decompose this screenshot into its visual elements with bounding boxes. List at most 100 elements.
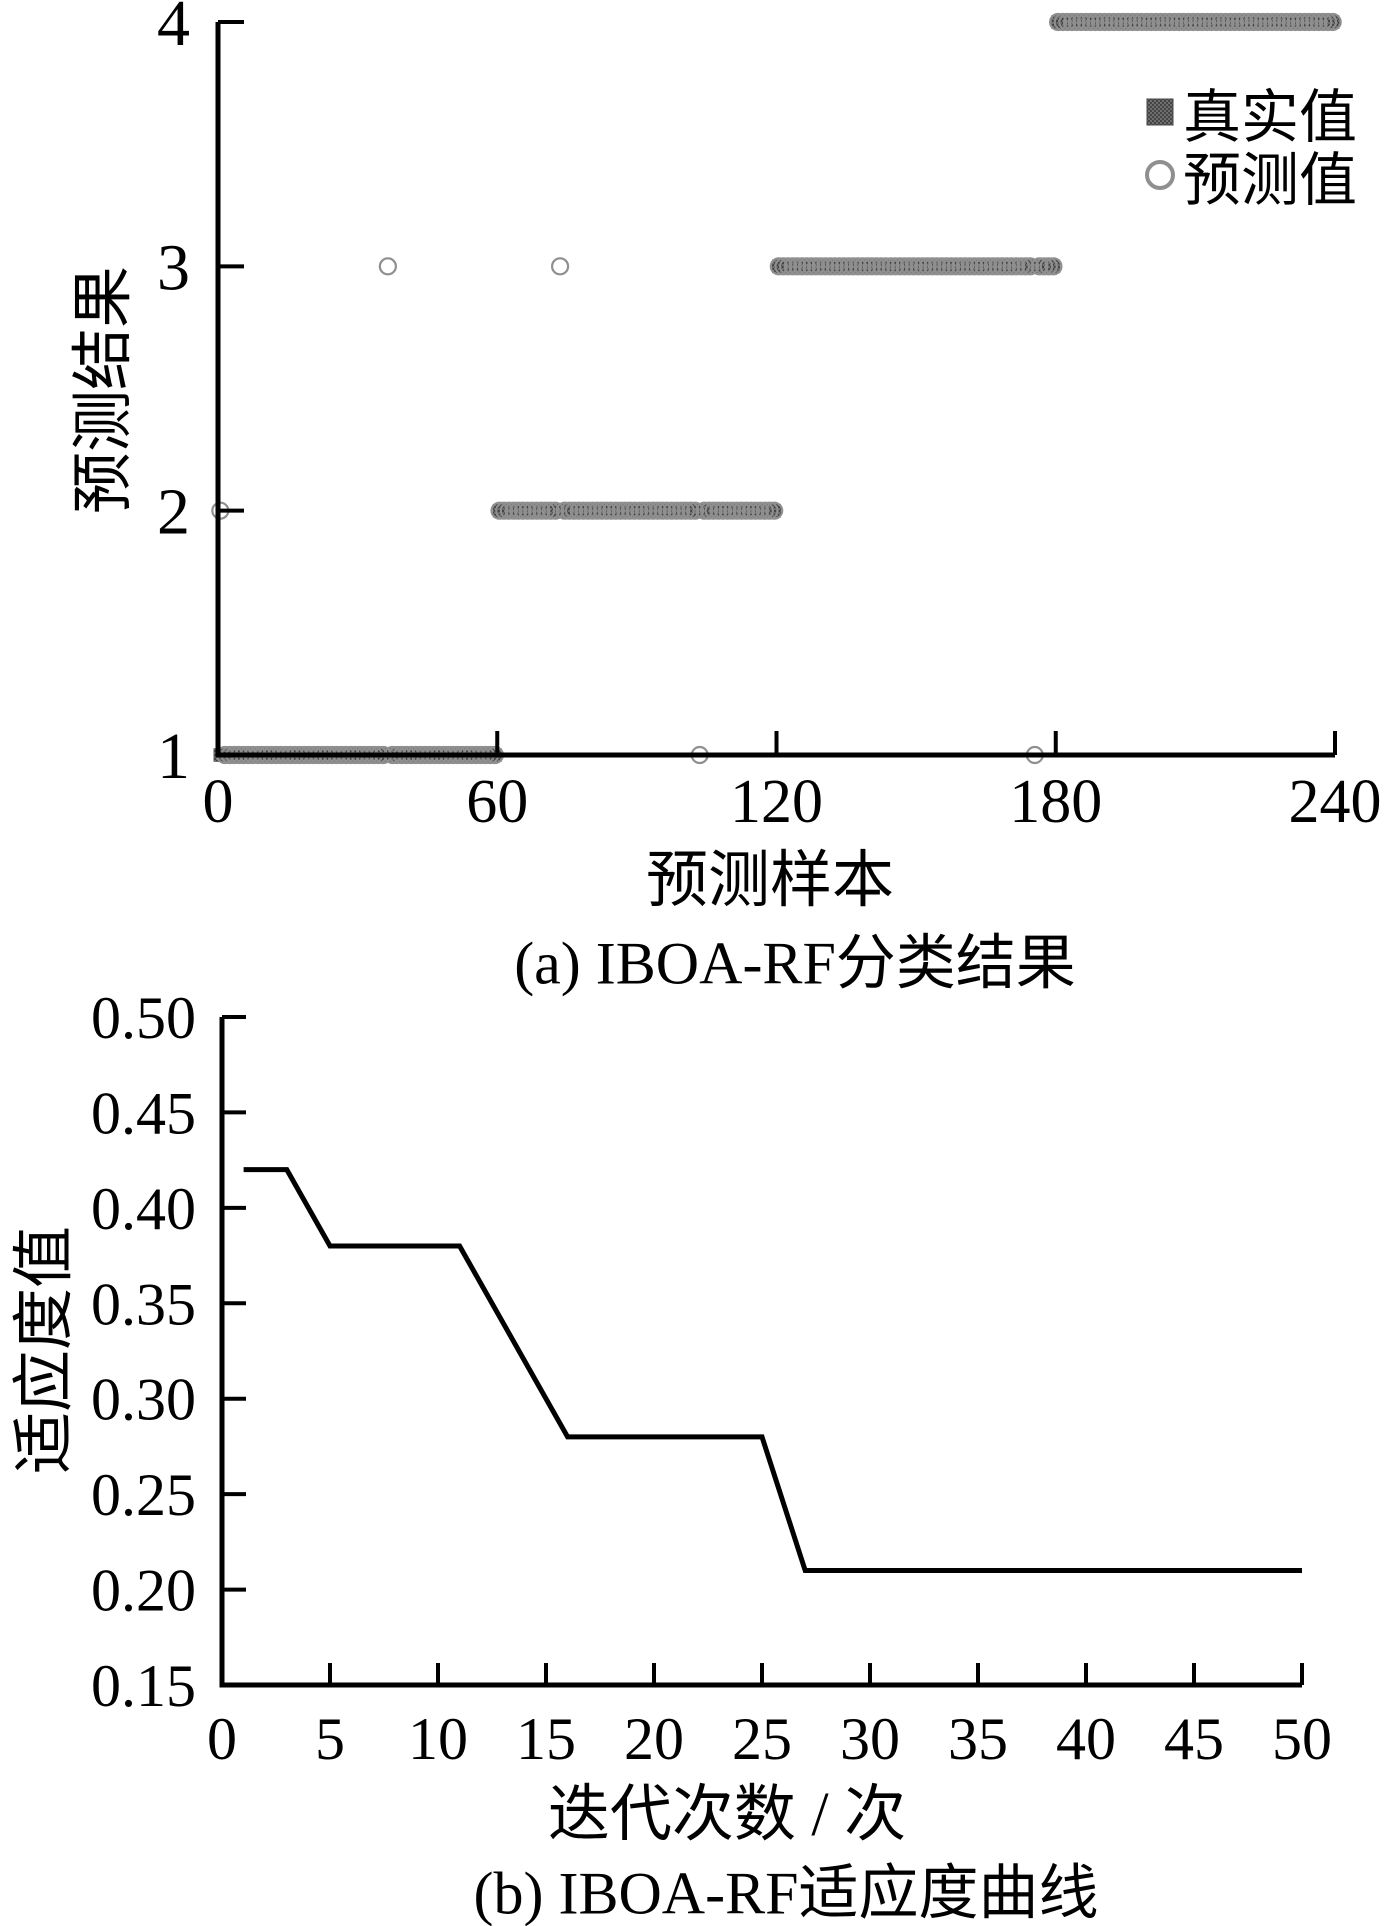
predicted-value-marker [583, 501, 602, 520]
predicted-value-marker [1286, 12, 1305, 32]
predicted-value-marker [825, 257, 844, 276]
predicted-value-marker [597, 501, 616, 520]
predicted-value-marker [946, 257, 965, 276]
predicted-value-marker [983, 257, 1003, 276]
predicted-value-marker [588, 501, 607, 520]
predicted-value-marker [1095, 12, 1114, 32]
predicted-value-marker [616, 501, 635, 520]
predicted-value-marker [876, 257, 895, 276]
chart-a-axes [215, 22, 1335, 758]
predicted-value-marker [644, 501, 663, 520]
true-value-marker [1046, 259, 1061, 274]
predicted-value-marker [1072, 12, 1091, 32]
predicted-value-marker [630, 501, 649, 520]
predicted-value-marker [965, 257, 984, 276]
predicted-value-marker [844, 257, 863, 276]
predicted-value-marker [578, 501, 598, 520]
predicted-value-marker [1062, 12, 1082, 32]
predicted-value-marker [1197, 12, 1217, 32]
chart-b-y-tick-label: 0.30 [91, 1367, 196, 1433]
predicted-value-marker [541, 501, 560, 520]
predicted-value-marker [1035, 257, 1054, 276]
chart-b-x-tick-label: 20 [624, 1706, 684, 1772]
predicted-value-marker [1011, 257, 1030, 276]
predicted-value-marker [1142, 12, 1161, 32]
predicted-value-marker [504, 501, 523, 520]
predicted-value-marker [774, 257, 793, 276]
predicted-value-marker [1323, 12, 1342, 32]
predicted-value-marker [611, 501, 630, 520]
predicted-value-marker [1295, 12, 1314, 32]
chart-a-x-tick-label: 0 [203, 768, 234, 836]
chart-a-y-tick-label: 1 [157, 720, 190, 793]
predicted-value-marker [1183, 12, 1203, 32]
chart-b-caption: (b) IBOA-RF适应度曲线 [473, 1860, 1099, 1926]
predicted-value-marker [872, 257, 891, 276]
predicted-value-marker [1021, 257, 1040, 276]
predicted-value-marker [904, 257, 923, 276]
predicted-value-marker [1272, 12, 1291, 32]
fitness-curve-line [243, 1167, 1302, 1573]
predicted-value-marker [1123, 12, 1142, 32]
predicted-value-marker [951, 257, 970, 276]
predicted-value-marker [937, 257, 956, 276]
true-value-marker [1325, 15, 1340, 29]
predicted-value-marker [574, 501, 593, 520]
legend-filled-square-icon [1146, 98, 1174, 126]
predicted-value-marker [816, 257, 835, 276]
chart-a-x-tick-label: 60 [466, 768, 528, 836]
predicted-value-marker [1109, 12, 1128, 32]
predicted-value-marker [713, 501, 733, 520]
predicted-value-marker [955, 257, 975, 276]
predicted-value-marker [550, 257, 570, 276]
predicted-value-marker [1118, 12, 1137, 32]
predicted-value-marker [1230, 12, 1249, 32]
chart-a-y-tick-label: 3 [157, 231, 190, 304]
predicted-value-marker [1193, 12, 1212, 32]
chart-a-y-tick-label: 2 [157, 476, 190, 549]
predicted-value-marker [792, 257, 812, 276]
predicted-value-marker [1309, 12, 1328, 32]
predicted-value-marker [751, 501, 770, 520]
predicted-value-marker [723, 501, 742, 520]
predicted-value-marker [606, 501, 626, 520]
predicted-value-marker [718, 501, 737, 520]
predicted-value-marker [741, 501, 761, 520]
predicted-value-marker [671, 501, 691, 520]
chart-b-fitness-curve: 0 5 10 15 20 25 30 35 40 45 50 0.15 0.20 0.25 0.30 0.35… [91, 985, 1332, 1772]
predicted-value-marker [1128, 12, 1147, 32]
predicted-value-marker [602, 501, 621, 520]
predicted-value-marker [699, 501, 719, 520]
chart-a-x-tick-label: 240 [1289, 768, 1382, 836]
chart-b-y-tick-label: 0.20 [91, 1558, 196, 1624]
predicted-value-marker [909, 257, 928, 276]
chart-b-x-tick-label: 50 [1272, 1706, 1332, 1772]
predicted-value-marker [988, 257, 1007, 276]
predicted-value-marker [993, 257, 1012, 276]
predicted-value-marker [1179, 12, 1198, 32]
predicted-value-marker [1216, 12, 1235, 32]
chart-b-y-tick-label: 0.15 [91, 1653, 196, 1719]
predicted-value-marker [737, 501, 756, 520]
predicted-value-marker [802, 257, 821, 276]
predicted-value-marker [1207, 12, 1226, 32]
predicted-value-marker [1277, 12, 1296, 32]
chart-b-y-tick-label: 0.50 [91, 985, 196, 1051]
chart-b-x-tick-label: 35 [948, 1706, 1008, 1772]
predicted-value-marker [560, 501, 579, 520]
chart-b-x-tick-label: 5 [315, 1706, 345, 1772]
chart-b-axes [219, 1017, 1302, 1688]
predicted-value-marker [886, 257, 905, 276]
predicted-value-marker [941, 257, 961, 276]
predicted-value-marker [1044, 257, 1063, 276]
predicted-value-marker [881, 257, 900, 276]
predicted-value-marker [839, 257, 858, 276]
predicted-value-marker [555, 501, 574, 520]
predicted-value-marker [634, 501, 653, 520]
true-value-marker [767, 503, 781, 518]
predicted-value-marker [932, 257, 951, 276]
predicted-value-marker [667, 501, 686, 520]
predicted-value-marker [783, 257, 802, 276]
predicted-value-marker [709, 501, 728, 520]
predicted-value-marker [681, 501, 700, 520]
